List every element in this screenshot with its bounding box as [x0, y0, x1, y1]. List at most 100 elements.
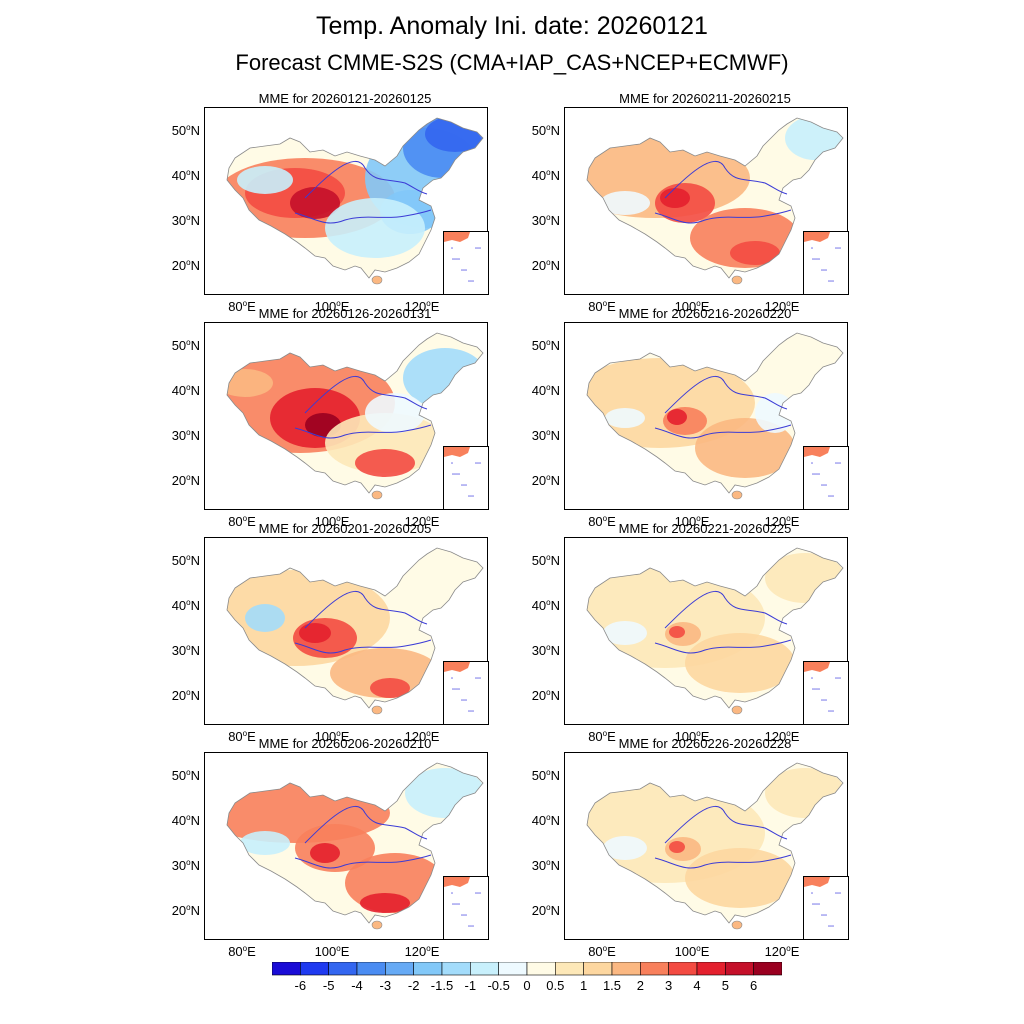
map-field	[586, 547, 844, 715]
inset-island	[835, 677, 837, 679]
inset-island	[812, 258, 814, 260]
inset-island	[470, 710, 472, 712]
anomaly-map	[204, 107, 489, 295]
lat-tick-label: 20oN	[171, 258, 200, 273]
hainan-island	[731, 920, 743, 930]
south-china-sea-inset	[803, 661, 849, 725]
country-border	[226, 547, 484, 709]
inset-island	[816, 688, 818, 690]
anomaly-region	[669, 626, 685, 638]
inset-island	[832, 280, 834, 282]
colorbar-label: -6	[294, 978, 307, 993]
anomaly-region	[603, 621, 647, 645]
inset-island	[451, 677, 453, 679]
inset-island	[475, 677, 477, 679]
lat-tick-label: 50oN	[171, 553, 200, 568]
inset-island	[821, 269, 823, 271]
colorbar-swatch	[470, 962, 499, 976]
inset-island	[816, 258, 818, 260]
inset-island	[479, 247, 481, 249]
inset-island	[468, 280, 470, 282]
hainan-island	[371, 490, 383, 500]
inset-island	[479, 462, 481, 464]
inset-island	[823, 699, 825, 701]
panel-title: MME for 20260206-20260210	[258, 736, 432, 751]
colorbar-swatch	[498, 962, 528, 976]
inset-island	[465, 914, 467, 916]
anomaly-region	[237, 166, 293, 194]
lat-tick-label: 20oN	[171, 903, 200, 918]
colorbar-label: -3	[379, 978, 392, 993]
inset-island	[470, 925, 472, 927]
inset-island	[458, 258, 460, 260]
inset-island	[839, 892, 841, 894]
inset-island	[830, 495, 832, 497]
lon-tick-label: 120oE	[404, 514, 440, 529]
inset-coast	[804, 447, 830, 457]
inset-island	[816, 903, 818, 905]
inset-island	[830, 925, 832, 927]
anomaly-region	[290, 187, 340, 219]
yangtze-river	[654, 854, 792, 869]
lat-tick-label: 20oN	[171, 688, 200, 703]
colorbar	[272, 962, 782, 976]
anomaly-region	[310, 843, 340, 863]
inset-island	[828, 710, 830, 712]
anomaly-region	[365, 393, 425, 433]
lat-tick-label: 40oN	[531, 598, 560, 613]
colorbar-swatch	[272, 962, 301, 976]
inset-island	[461, 699, 463, 701]
colorbar-swatch	[583, 962, 613, 976]
colorbar-swatch	[725, 962, 754, 976]
yellow-river	[304, 376, 428, 414]
inset-island	[830, 280, 832, 282]
south-china-sea-inset	[443, 661, 489, 725]
panel-title: MME for 20260226-20260228	[618, 736, 792, 751]
anomaly-region	[245, 604, 285, 632]
inset-island	[832, 495, 834, 497]
colorbar-label: 1.5	[602, 978, 622, 993]
figure-title: Temp. Anomaly Ini. date: 20260121	[316, 12, 708, 40]
lat-tick-label: 40oN	[531, 383, 560, 398]
lon-tick-label: 80oE	[228, 729, 256, 744]
inset-island	[451, 462, 453, 464]
lat-tick-label: 50oN	[171, 338, 200, 353]
anomaly-region	[355, 449, 415, 477]
lon-tick-label: 100oE	[674, 729, 710, 744]
inset-island	[470, 495, 472, 497]
yangtze-river	[654, 424, 792, 439]
inset-island	[472, 280, 474, 282]
lon-tick-label: 80oE	[228, 944, 256, 959]
colorbar-label: 4	[693, 978, 701, 993]
inset-coast	[804, 662, 830, 672]
colorbar-swatch	[696, 962, 726, 976]
colorbar-swatch	[300, 962, 329, 976]
country-border	[586, 547, 844, 709]
inset-island	[463, 484, 465, 486]
inset-island	[818, 258, 820, 260]
lat-tick-label: 30oN	[531, 858, 560, 873]
lat-tick-label: 30oN	[171, 213, 200, 228]
colorbar-label: -4	[351, 978, 363, 993]
inset-island	[458, 903, 460, 905]
colorbar-label: 6	[750, 978, 758, 993]
anomaly-region	[600, 191, 650, 215]
south-china-sea-inset	[803, 231, 849, 295]
inset-island	[821, 699, 823, 701]
colorbar-swatch	[441, 962, 471, 976]
anomaly-region	[325, 413, 445, 473]
inset-island	[475, 462, 477, 464]
inset-island	[839, 247, 841, 249]
inset-island	[451, 892, 453, 894]
inset-island	[452, 473, 454, 475]
lat-tick-label: 40oN	[531, 168, 560, 183]
inset-island	[812, 903, 814, 905]
anomaly-region	[667, 409, 687, 425]
lat-tick-label: 40oN	[531, 813, 560, 828]
yellow-river	[664, 806, 788, 844]
colorbar-swatch	[356, 962, 386, 976]
country-border	[586, 762, 844, 924]
inset-island	[811, 677, 813, 679]
inset-island	[461, 484, 463, 486]
inset-coast	[444, 232, 470, 242]
